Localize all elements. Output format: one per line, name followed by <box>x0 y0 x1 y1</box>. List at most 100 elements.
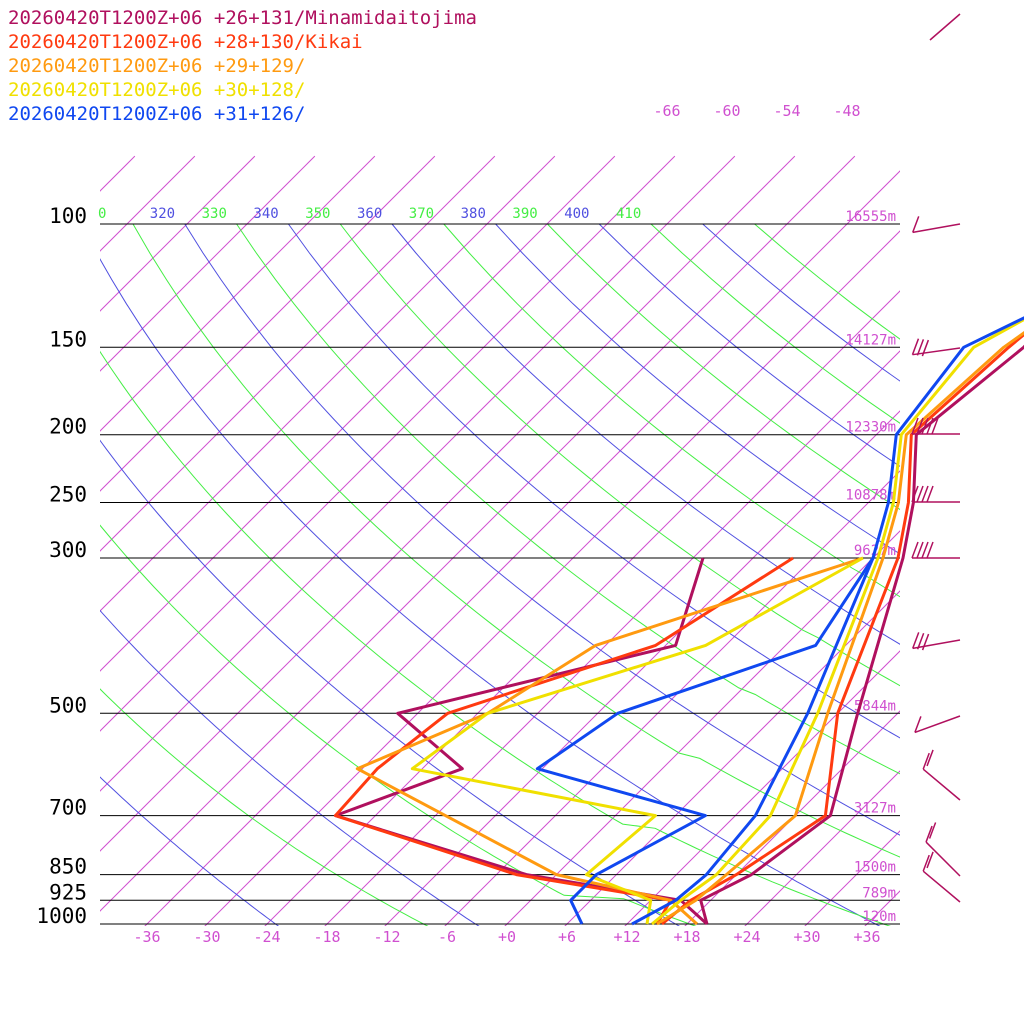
top-temperature-label: -66 <box>653 102 680 120</box>
temperature-profile-2 <box>661 332 1024 926</box>
temperature-profile-4 <box>651 317 1024 926</box>
height-label-925: 789m <box>862 885 896 901</box>
wind-barb <box>912 216 961 234</box>
theta-label: 350 <box>305 206 330 222</box>
dry-adiabat-line <box>100 776 280 926</box>
height-label-1000: 120m <box>862 909 896 925</box>
height-label-200: 12330m <box>845 420 896 436</box>
wind-barb <box>912 632 961 651</box>
theta-label: 370 <box>409 206 434 222</box>
moist-adiabat-line <box>100 350 891 926</box>
isotherm-line <box>100 155 676 732</box>
height-label-500: 5844m <box>854 698 896 714</box>
isotherm-line <box>684 710 900 926</box>
temperature-tick-label: +30 <box>793 928 820 946</box>
pressure-label-300: 300 <box>49 538 87 562</box>
wind-barb <box>911 417 960 435</box>
isotherm-line <box>384 410 900 926</box>
top-temperature-label: -54 <box>773 102 800 120</box>
dry-adiabat-lines <box>100 223 900 926</box>
wind-barb <box>914 715 961 734</box>
moist-adiabat-line <box>339 223 900 687</box>
pressure-label-100: 100 <box>49 204 87 228</box>
dry-adiabat-line <box>100 609 480 926</box>
dewpoint-profile-2 <box>333 556 794 925</box>
temperature-profile-3 <box>656 331 1024 926</box>
temperature-tick-label: -6 <box>438 928 456 946</box>
height-label-700: 3127m <box>854 801 896 817</box>
isotherm-line <box>100 155 856 912</box>
legend-item-4: 20260420T1200Z+06 +30+128/ <box>8 79 305 101</box>
wind-barb <box>911 338 961 357</box>
moist-adiabat-line <box>236 223 900 775</box>
height-label-250: 10878m <box>845 488 896 504</box>
pressure-label-250: 250 <box>49 483 87 507</box>
theta-label: 400 <box>564 206 589 222</box>
moist-adiabat-line <box>650 223 900 424</box>
moist-adiabat-line <box>100 524 697 926</box>
dewpoint-profile-4 <box>410 556 864 925</box>
isotherm-line <box>100 155 736 792</box>
wind-barbs <box>911 13 961 903</box>
temperature-tick-label: +6 <box>558 928 576 946</box>
wind-barb <box>922 851 961 903</box>
top-temperature-label: -60 <box>713 102 740 120</box>
isotherm-line <box>504 530 900 926</box>
theta-label: 330 <box>202 206 227 222</box>
isotherm-line <box>100 155 316 372</box>
pressure-label-1000: 1000 <box>36 904 87 928</box>
isotherm-line <box>324 350 900 926</box>
dry-adiabat-line <box>100 258 881 926</box>
temperature-profile-5 <box>631 316 1024 926</box>
axis-labels: 100 16555m 150 14127m 200 12330m 250 10878m 300 9… <box>36 102 896 946</box>
dry-adiabat-line <box>287 223 900 739</box>
temperature-tick-label: +0 <box>498 928 516 946</box>
isotherm-line <box>744 770 900 926</box>
theta-label: 0 <box>98 206 106 222</box>
moist-adiabat-line <box>547 223 900 511</box>
height-label-850: 1500m <box>854 860 896 876</box>
isotherm-line <box>100 155 796 852</box>
isotherm-lines <box>100 155 1024 939</box>
pressure-label-150: 150 <box>49 327 87 351</box>
height-label-150: 14127m <box>845 332 896 348</box>
temperature-tick-label: -18 <box>313 928 340 946</box>
isotherm-line <box>144 170 900 926</box>
theta-label: 410 <box>616 206 641 222</box>
pressure-label-850: 850 <box>49 855 87 879</box>
dewpoint-profile-3 <box>355 556 864 926</box>
temperature-tick-label: -30 <box>193 928 220 946</box>
moist-adiabat-line <box>100 688 429 926</box>
temperature-tick-label: -36 <box>133 928 160 946</box>
temperature-tick-label: +18 <box>673 928 700 946</box>
legend: 20260420T1200Z+06 +26+131/Minamidaitojim… <box>8 7 477 125</box>
isotherm-line <box>100 155 376 432</box>
isotherm-line <box>100 155 196 252</box>
pressure-label-700: 700 <box>49 796 87 820</box>
temperature-tick-label: +36 <box>853 928 880 946</box>
temperature-profile-1 <box>699 344 1024 925</box>
wind-barb <box>911 541 960 559</box>
isotherm-line <box>264 290 900 926</box>
isotherm-line <box>972 156 1024 939</box>
temperature-tick-label: -12 <box>373 928 400 946</box>
isotherm-line <box>100 155 556 612</box>
dry-adiabat-line <box>495 223 900 555</box>
legend-item-3: 20260420T1200Z+06 +29+129/ <box>8 55 305 77</box>
legend-item-1: 20260420T1200Z+06 +26+131/Minamidaitojim… <box>8 7 477 29</box>
isobar-lines <box>100 223 900 925</box>
dry-adiabat-line <box>100 439 680 926</box>
theta-label: 360 <box>357 206 382 222</box>
height-label-100: 16555m <box>845 209 896 225</box>
isotherm-line <box>100 155 616 672</box>
isotherm-line <box>204 230 900 926</box>
dry-adiabat-line <box>184 223 900 836</box>
isotherm-line <box>444 470 900 926</box>
pressure-label-925: 925 <box>49 880 87 904</box>
theta-label: 380 <box>461 206 486 222</box>
temperature-tick-label: +12 <box>613 928 640 946</box>
legend-item-2: 20260420T1200Z+06 +28+130/Kikai <box>8 31 363 53</box>
pressure-label-500: 500 <box>49 693 87 717</box>
moist-adiabat-lines <box>100 223 900 926</box>
